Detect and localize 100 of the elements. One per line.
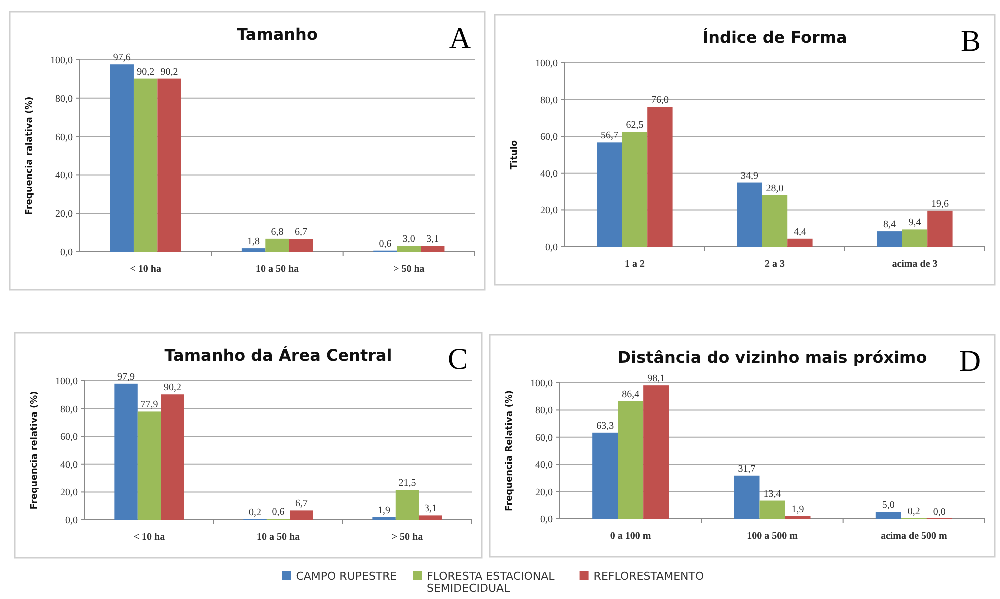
x-tick-label: < 10 ha [134, 532, 166, 543]
y-tick-label: 0,0 [60, 248, 73, 258]
x-tick-label: > 50 ha [394, 264, 425, 275]
chart-title: Distância do vizinho mais próximo [618, 348, 928, 367]
bar [372, 517, 396, 520]
chart-title: Índice de Forma [702, 28, 848, 47]
data-label: 90,2 [160, 66, 178, 78]
y-tick-label: 100,0 [50, 56, 73, 66]
data-label: 19,6 [931, 198, 949, 210]
y-tick-label: 0,0 [540, 514, 553, 526]
y-tick-label: 0,0 [66, 516, 78, 526]
x-tick-label: 0 a 100 m [610, 531, 652, 542]
y-tick-label: 60,0 [540, 132, 558, 144]
bar [266, 238, 290, 252]
bar [902, 230, 928, 247]
bar [762, 195, 788, 247]
data-label: 62,5 [626, 120, 644, 131]
bar [734, 476, 760, 519]
legend-label: REFLORESTAMENTO [594, 570, 704, 583]
bar [928, 210, 953, 247]
data-label: 3,1 [424, 504, 437, 515]
bar [421, 246, 445, 252]
y-tick-label: 60,0 [60, 432, 78, 444]
bar [622, 132, 648, 247]
data-label: 6,8 [271, 226, 284, 238]
data-label: 3,1 [426, 234, 440, 246]
data-label: 90,2 [164, 382, 182, 394]
bar [737, 182, 762, 247]
data-label: 9,4 [908, 218, 922, 229]
y-tick-label: 60,0 [56, 132, 73, 144]
bar [289, 239, 314, 252]
data-label: 28,0 [766, 183, 784, 194]
bar [618, 401, 644, 519]
data-label: 77,9 [140, 400, 158, 411]
bar [397, 246, 422, 252]
x-tick-label: 10 a 50 ha [256, 532, 300, 543]
legend-label: CAMPO RUPESTRE [296, 570, 398, 583]
bar [648, 107, 673, 247]
bar [644, 386, 670, 519]
data-label: 4,4 [794, 226, 806, 238]
data-label: 0,2 [908, 506, 920, 518]
y-tick-label: 20,0 [536, 487, 553, 498]
y-axis-title: Frequencia Relativa (%) [505, 390, 515, 512]
data-label: 76,0 [651, 95, 669, 106]
x-tick-label: acima de 3 [892, 259, 938, 270]
bar [290, 510, 314, 520]
bar [785, 516, 811, 519]
data-label: 0,6 [379, 238, 392, 250]
y-tick-label: 60,0 [536, 432, 553, 444]
y-tick-label: 20,0 [56, 209, 73, 220]
y-tick-label: 100,0 [56, 376, 78, 388]
y-tick-label: 20,0 [540, 206, 558, 217]
data-label: 34,9 [741, 170, 759, 182]
bar [396, 490, 420, 520]
chart-title: Tamanho [237, 25, 318, 44]
data-label: 90,2 [137, 66, 155, 78]
y-tick-label: 100,0 [530, 378, 553, 390]
y-axis-title: Titulo [510, 140, 520, 170]
y-tick-label: 80,0 [536, 406, 553, 417]
x-tick-label: 2 a 3 [765, 259, 785, 270]
data-label: 5,0 [882, 500, 895, 512]
y-tick-label: 20,0 [60, 488, 78, 499]
data-label: 0,2 [249, 508, 262, 519]
bar [597, 142, 622, 247]
data-label: 1,8 [248, 236, 260, 248]
data-label: 98,1 [648, 374, 666, 385]
y-axis-title: Frequencia relativa (%) [30, 391, 40, 510]
y-tick-label: 80,0 [56, 94, 73, 105]
bar [788, 238, 813, 247]
data-label: 63,3 [596, 420, 614, 432]
text: A [449, 22, 472, 55]
bar [158, 78, 182, 252]
data-label: 0,6 [272, 507, 285, 518]
text: C [448, 343, 468, 376]
data-label: 86,4 [622, 389, 640, 400]
y-axis-title: Frequencia ralativa (%) [25, 96, 35, 216]
bar [419, 516, 442, 520]
y-tick-label: 0,0 [546, 242, 558, 254]
data-label: 56,7 [601, 130, 619, 142]
y-tick-label: 80,0 [60, 404, 78, 416]
data-label: 6,7 [295, 498, 308, 510]
x-tick-label: 100 a 500 m [747, 531, 799, 542]
x-tick-label: < 10 ha [130, 264, 162, 275]
bar [760, 500, 786, 519]
bar [110, 64, 134, 252]
data-label: 0,0 [933, 507, 946, 518]
data-label: 3,0 [402, 234, 416, 246]
legend-label: FLORESTA ESTACIONAL SEMIDECIDUAL [427, 570, 556, 595]
bar [134, 78, 158, 252]
y-tick-label: 40,0 [60, 460, 78, 471]
bar [138, 412, 162, 520]
data-label: 6,7 [294, 227, 308, 238]
text: B [960, 25, 981, 58]
x-tick-label: 10 a 50 ha [256, 264, 300, 275]
data-label: 21,5 [398, 478, 416, 490]
text: D [959, 345, 981, 378]
y-tick-label: 100,0 [536, 58, 558, 70]
data-label: 1,9 [792, 504, 804, 516]
data-label: 97,9 [118, 372, 136, 383]
x-tick-label: 1 a 2 [625, 259, 645, 270]
